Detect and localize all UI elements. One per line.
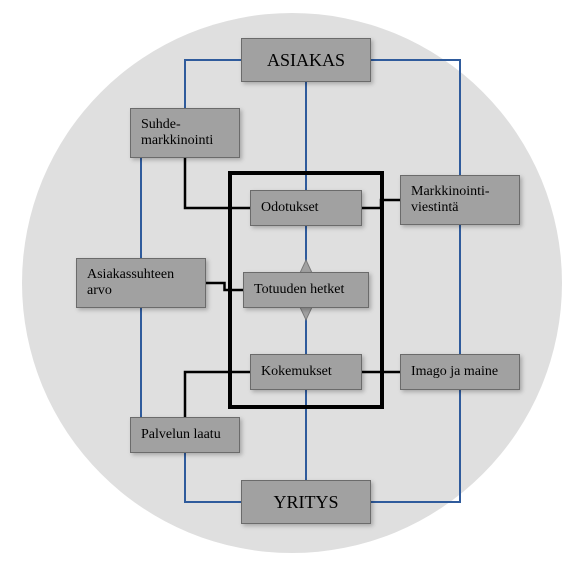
node-markviest-line-1: viestintä <box>411 200 458 216</box>
node-suhde-line-1: markkinointi <box>141 133 213 149</box>
node-yritys-line-0: YRITYS <box>273 492 338 513</box>
node-markviest-line-0: Markkinointi- <box>411 184 490 200</box>
node-imago-line-0: Imago ja maine <box>411 364 498 380</box>
node-suhde: Suhde-markkinointi <box>130 108 240 158</box>
node-asiakArvo-line-0: Asiakassuhteen <box>87 267 174 283</box>
node-suhde-line-0: Suhde- <box>141 117 181 133</box>
node-markviest: Markkinointi-viestintä <box>400 175 520 225</box>
node-imago: Imago ja maine <box>400 354 520 390</box>
node-odotukset-line-0: Odotukset <box>261 200 319 216</box>
node-palvLaatu: Palvelun laatu <box>130 417 240 453</box>
node-palvLaatu-line-0: Palvelun laatu <box>141 427 221 443</box>
node-kokemukset: Kokemukset <box>250 354 362 390</box>
node-asiakas: ASIAKAS <box>241 38 371 82</box>
node-asiakArvo-line-1: arvo <box>87 283 112 299</box>
node-asiakas-line-0: ASIAKAS <box>267 50 345 71</box>
diagram-canvas: ASIAKAS YRITYS Suhde-markkinointi Markkinoi… <box>0 0 584 566</box>
node-kokemukset-line-0: Kokemukset <box>261 364 332 380</box>
node-asiakArvo: Asiakassuhteenarvo <box>76 258 206 308</box>
node-odotukset: Odotukset <box>250 190 362 226</box>
node-totuuden-line-0: Totuuden hetket <box>254 282 344 298</box>
node-totuuden: Totuuden hetket <box>243 272 369 308</box>
node-yritys: YRITYS <box>241 480 371 524</box>
